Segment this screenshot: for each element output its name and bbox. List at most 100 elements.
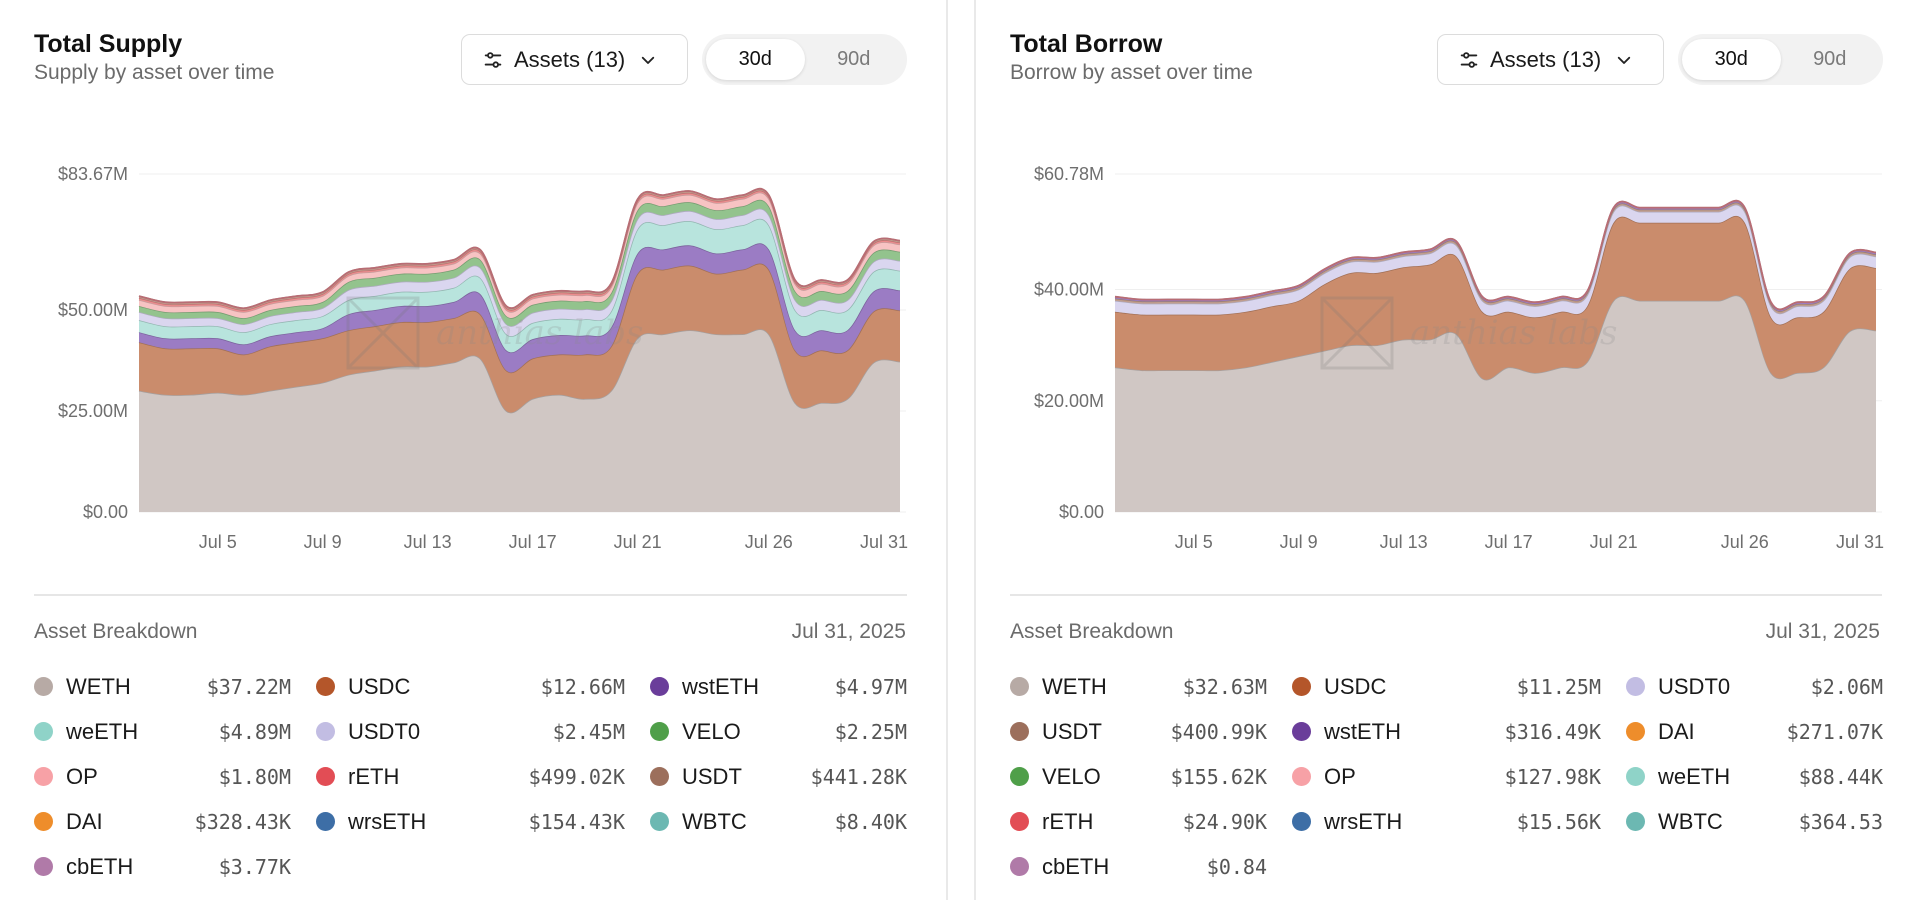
- legend-asset-name: wstETH: [682, 673, 759, 699]
- borrow-area-chart[interactable]: $0.00 $20.00M $40.00M $60.78M Jul 5 Jul 9 Jul …: [976, 150, 1920, 560]
- y-tick-label: $60.78M: [1034, 164, 1104, 184]
- legend-item-reth[interactable]: rETH $24.90K: [1010, 799, 1267, 844]
- legend-item-wbtc[interactable]: WBTC $364.53: [1626, 799, 1883, 844]
- legend-dot: [1626, 812, 1645, 831]
- area-series-weeth[interactable]: [139, 218, 900, 353]
- legend-asset-name: DAI: [1658, 718, 1695, 744]
- legend-asset-name: DAI: [66, 808, 103, 834]
- legend-dot: [1292, 677, 1311, 696]
- legend-item-velo[interactable]: VELO $2.25M: [650, 709, 907, 754]
- assets-button-label: Assets (13): [1490, 46, 1602, 72]
- legend-dot: [1292, 767, 1311, 786]
- legend-asset-value: $0.84: [1206, 854, 1267, 879]
- range-90d-button[interactable]: 90d: [1813, 48, 1847, 70]
- legend-item-wbtc[interactable]: WBTC $8.40K: [650, 799, 907, 844]
- area-series-usdc[interactable]: [1115, 215, 1876, 380]
- area-series-velo[interactable]: [139, 199, 900, 327]
- divider: [34, 594, 907, 596]
- legend-dot: [1626, 677, 1645, 696]
- legend-asset-value: $2.06M: [1810, 674, 1883, 699]
- legend-asset-value: $4.97M: [834, 674, 907, 699]
- y-tick-label: $25.00M: [58, 401, 128, 421]
- legend-item-op[interactable]: OP $127.98K: [1292, 754, 1601, 799]
- legend-dot: [316, 677, 335, 696]
- legend-dot: [650, 767, 669, 786]
- legend-item-usdc[interactable]: USDC $12.66M: [316, 664, 625, 709]
- area-series-usdc[interactable]: [139, 263, 900, 413]
- legend-item-velo[interactable]: VELO $155.62K: [1010, 754, 1267, 799]
- legend-asset-value: $11.25M: [1516, 674, 1601, 699]
- y-tick-label: $40.00M: [1034, 280, 1104, 300]
- legend-asset-value: $400.99K: [1170, 719, 1267, 744]
- panel-title: Total Supply: [34, 30, 183, 58]
- legend-item-wrseth[interactable]: wrsETH $15.56K: [1292, 799, 1601, 844]
- area-series-usdt0[interactable]: [1115, 204, 1876, 325]
- total-outline: [138, 187, 901, 310]
- legend-asset-value: $15.56K: [1516, 809, 1601, 834]
- legend-item-weth[interactable]: WETH $37.22M: [34, 664, 291, 709]
- legend-dot: [34, 677, 53, 696]
- legend-item-weeth[interactable]: weETH $88.44K: [1626, 754, 1883, 799]
- x-tick-label: Jul 5: [199, 532, 237, 552]
- legend-dot: [1010, 767, 1029, 786]
- legend-asset-name: WBTC: [682, 808, 747, 834]
- legend-asset-value: $271.07K: [1786, 719, 1883, 744]
- legend-item-dai[interactable]: DAI $271.07K: [1626, 709, 1883, 754]
- breakdown-title: Asset Breakdown: [1010, 620, 1174, 643]
- legend-asset-value: $4.89M: [218, 719, 291, 744]
- assets-button-label: Assets (13): [514, 46, 626, 72]
- x-tick-label: Jul 26: [1721, 532, 1769, 552]
- assets-filter-button[interactable]: Assets (13): [461, 34, 688, 85]
- supply-area-chart[interactable]: $0.00 $25.00M $50.00M $83.67M Jul 5 Jul 9 Jul …: [0, 150, 946, 560]
- assets-filter-button[interactable]: Assets (13): [1437, 34, 1664, 85]
- legend-dot: [1626, 722, 1645, 741]
- legend-item-dai[interactable]: DAI $328.43K: [34, 799, 291, 844]
- legend-item-weeth[interactable]: weETH $4.89M: [34, 709, 291, 754]
- legend-item-usdc[interactable]: USDC $11.25M: [1292, 664, 1601, 709]
- legend-asset-value: $441.28K: [810, 764, 907, 789]
- legend-item-reth[interactable]: rETH $499.02K: [316, 754, 625, 799]
- legend-dot: [1010, 722, 1029, 741]
- legend-asset-value: $154.43K: [528, 809, 625, 834]
- legend-asset-name: cbETH: [1042, 853, 1110, 879]
- legend-item-wrseth[interactable]: wrsETH $154.43K: [316, 799, 625, 844]
- legend-asset-name: USDC: [1324, 673, 1387, 699]
- legend-item-cbeth[interactable]: cbETH $0.84: [1010, 844, 1267, 889]
- legend-item-wsteth[interactable]: wstETH $316.49K: [1292, 709, 1601, 754]
- legend-asset-name: WETH: [66, 673, 131, 699]
- legend-item-op[interactable]: OP $1.80M: [34, 754, 291, 799]
- legend-asset-name: weETH: [66, 718, 139, 744]
- legend-asset-name: wrsETH: [1324, 808, 1403, 834]
- legend-asset-name: WBTC: [1658, 808, 1723, 834]
- sliders-icon: [484, 51, 502, 68]
- legend-asset-name: USDT: [1042, 718, 1102, 744]
- legend-item-weth[interactable]: WETH $32.63M: [1010, 664, 1267, 709]
- range-90d-button[interactable]: 90d: [837, 48, 871, 70]
- legend-asset-name: cbETH: [66, 853, 134, 879]
- legend-asset-name: VELO: [1042, 763, 1101, 789]
- chevron-down-icon: [1618, 56, 1631, 64]
- legend-item-usdt[interactable]: USDT $441.28K: [650, 754, 907, 799]
- legend-asset-name: USDT: [682, 763, 742, 789]
- legend-dot: [34, 812, 53, 831]
- x-tick-label: Jul 21: [1590, 532, 1638, 552]
- legend-dot: [34, 767, 53, 786]
- legend-item-wsteth[interactable]: wstETH $4.97M: [650, 664, 907, 709]
- area-series-usdt[interactable]: [1115, 202, 1876, 314]
- range-30d-button[interactable]: 30d: [1682, 39, 1781, 80]
- area-series-wsteth[interactable]: [1115, 200, 1876, 312]
- legend-dot: [1292, 722, 1311, 741]
- legend-asset-value: $328.43K: [194, 809, 291, 834]
- panel-title: Total Borrow: [1010, 30, 1163, 58]
- divider: [1010, 594, 1882, 596]
- x-tick-label: Jul 31: [1836, 532, 1884, 552]
- panel-subtitle: Supply by asset over time: [34, 61, 275, 84]
- legend-item-usdt0[interactable]: USDT0 $2.45M: [316, 709, 625, 754]
- range-30d-button[interactable]: 30d: [706, 39, 805, 80]
- breakdown-date: Jul 31, 2025: [1765, 620, 1880, 643]
- area-series-weth[interactable]: [1115, 295, 1876, 512]
- legend-item-usdt0[interactable]: USDT0 $2.06M: [1626, 664, 1883, 709]
- area-series-weth[interactable]: [139, 329, 900, 512]
- legend-item-usdt[interactable]: USDT $400.99K: [1010, 709, 1267, 754]
- legend-item-cbeth[interactable]: cbETH $3.77K: [34, 844, 291, 889]
